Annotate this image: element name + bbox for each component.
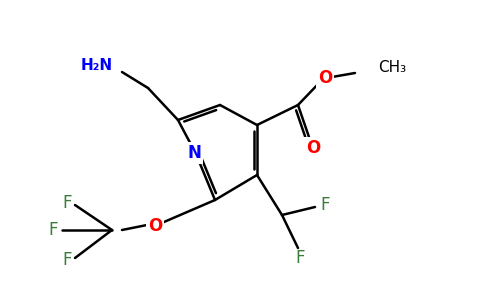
Text: F: F [62,194,72,212]
Text: O: O [318,69,332,87]
Text: F: F [48,221,58,239]
Text: H₂N: H₂N [81,58,113,73]
Text: N: N [187,144,201,162]
Text: O: O [306,139,320,157]
Text: F: F [62,251,72,269]
Text: CH₃: CH₃ [378,59,406,74]
Text: F: F [320,196,330,214]
Text: O: O [148,217,162,235]
Text: F: F [295,249,305,267]
